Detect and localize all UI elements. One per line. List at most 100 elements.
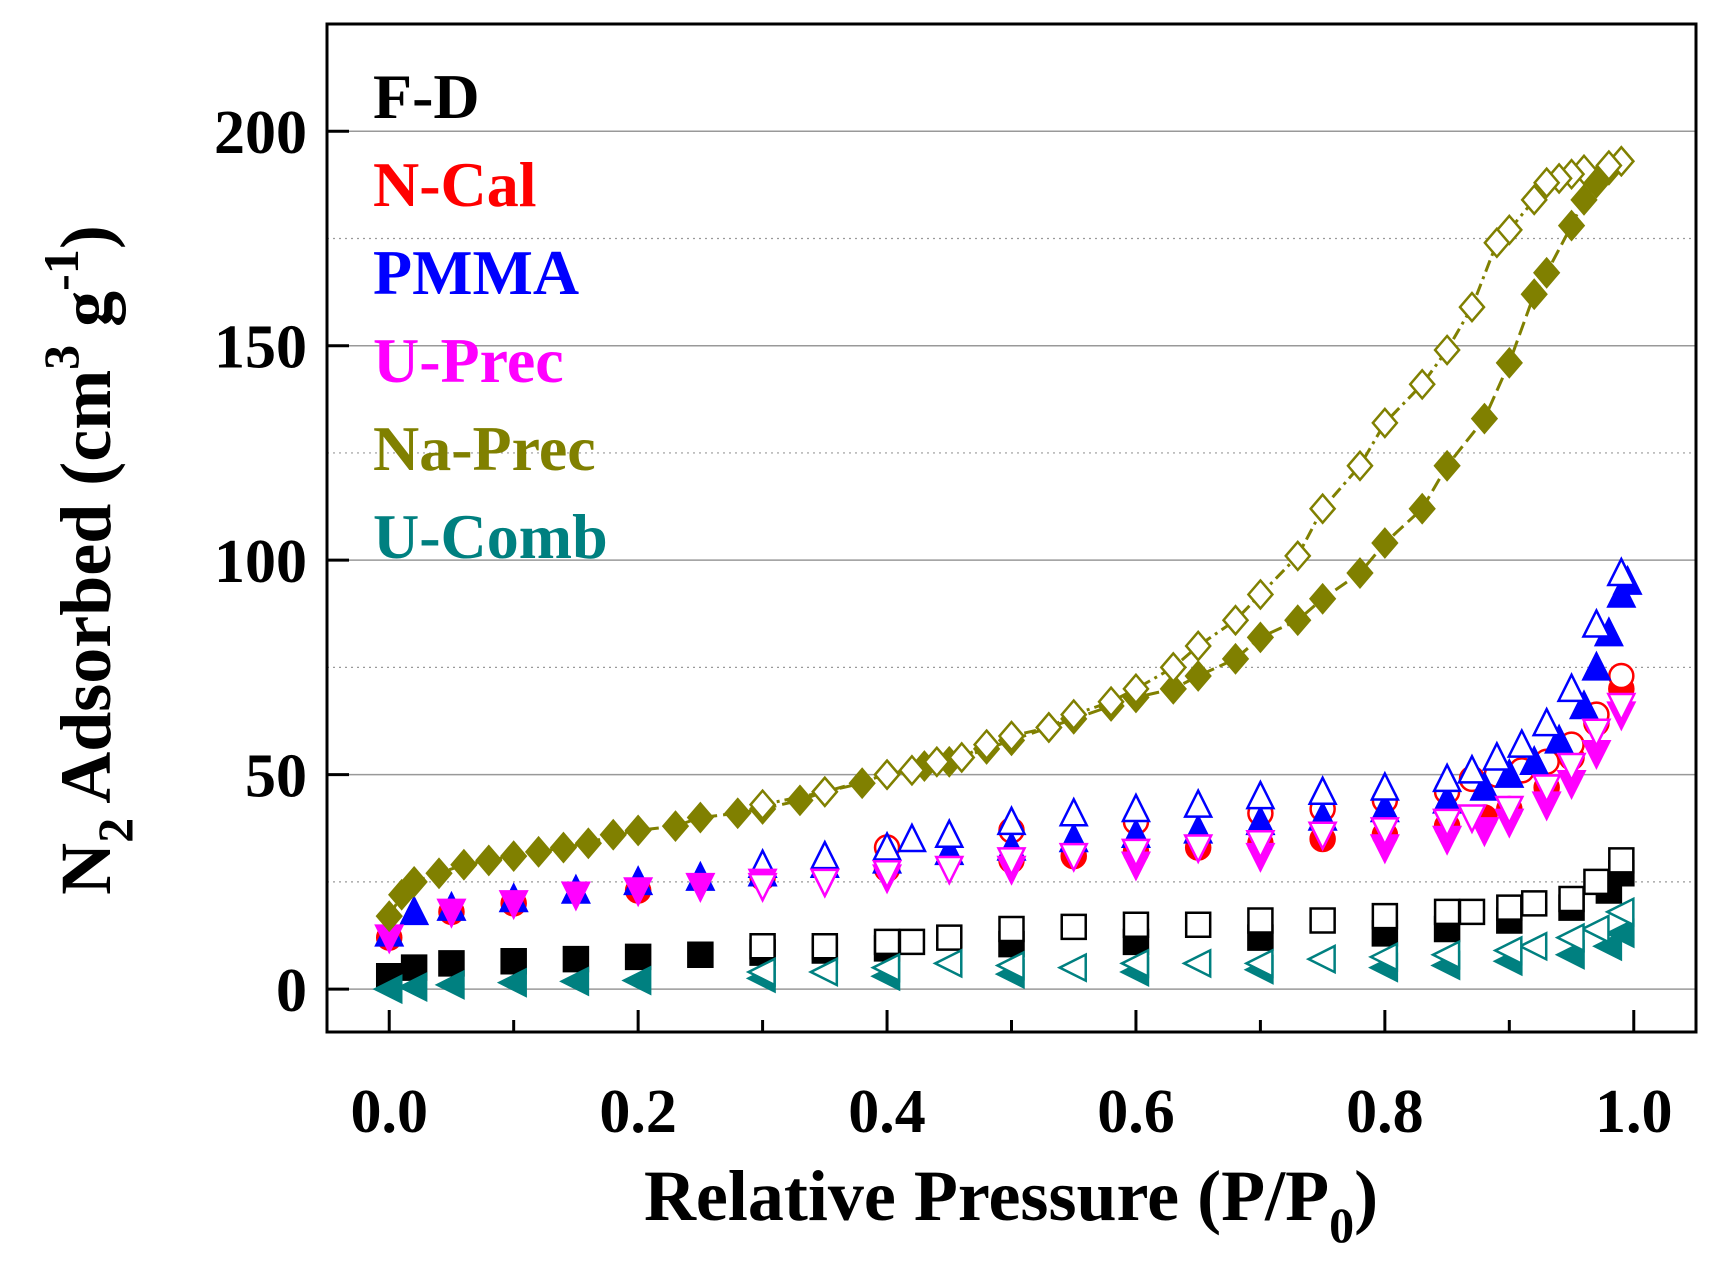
u-comb-desorption-point: [1430, 939, 1461, 970]
na-prec-desorption-point: [1483, 226, 1511, 259]
na-prec-adsorption-point: [450, 848, 478, 881]
u-prec-desorption-point: [747, 872, 778, 903]
u-comb-adsorption-point: [434, 969, 465, 1000]
pmma-desorption-point: [996, 805, 1027, 836]
u-comb-desorption-point: [1119, 948, 1150, 979]
na-prec-adsorption-point: [1284, 604, 1312, 637]
na-prec-adsorption-point: [1308, 582, 1337, 615]
na-prec-adsorption-point: [425, 857, 453, 890]
na-prec-desorption-point: [1371, 406, 1399, 439]
na-prec-desorption-point: [748, 788, 777, 821]
na-prec-desorption-point: [1284, 539, 1312, 572]
u-prec-desorption-point: [1432, 808, 1463, 839]
pmma-desorption-point: [1556, 672, 1587, 703]
pmma-desorption-point: [1245, 779, 1276, 810]
x-tick-label: 0.6: [1097, 1078, 1175, 1146]
u-prec-adsorption-point: [436, 898, 467, 929]
f-d-desorption-point: [1583, 868, 1610, 896]
na-prec-desorption-point: [923, 745, 951, 778]
pmma-desorption-point: [1481, 740, 1512, 771]
f-d-adsorption-point: [562, 945, 590, 973]
f-d-desorption-point: [811, 932, 839, 960]
f-d-desorption-point: [1122, 911, 1150, 939]
legend-entry-u-comb: U-Comb: [373, 501, 608, 572]
u-comb-desorption-point: [1554, 922, 1585, 953]
u-prec-desorption-point: [1183, 834, 1214, 865]
pmma-desorption-point: [1120, 792, 1151, 823]
na-prec-adsorption-point: [661, 810, 690, 843]
na-prec-desorption-point: [1346, 449, 1374, 482]
gridlines: [327, 130, 1696, 990]
na-prec-desorption-point: [948, 741, 976, 774]
f-d-desorption-point: [1309, 907, 1336, 934]
pmma-adsorption-point: [1469, 770, 1500, 801]
u-prec-adsorption-point: [560, 881, 591, 912]
na-prec-desorption-point: [1246, 578, 1275, 611]
na-prec-adsorption-point: [475, 844, 503, 877]
u-comb-adsorption-point: [559, 966, 590, 997]
na-prec-adsorption-point: [1533, 256, 1561, 289]
na-prec-adsorption-point: [375, 900, 403, 933]
x-tick-label: 1.0: [1595, 1078, 1673, 1146]
u-comb-desorption-point: [1579, 914, 1610, 945]
u-prec-desorption-point: [1581, 718, 1612, 749]
f-d-desorption-point: [1184, 911, 1212, 939]
f-d-desorption-point: [1458, 898, 1486, 926]
u-prec-adsorption-point: [1469, 817, 1500, 848]
legend-entry-na-prec: Na-Prec: [373, 413, 596, 484]
y-tick-label: 150: [214, 314, 307, 382]
u-comb-adsorption-point: [372, 974, 403, 1005]
u-prec-desorption-point: [1245, 830, 1276, 861]
pmma-desorption-point: [1432, 762, 1463, 793]
na-prec-desorption-point: [1097, 685, 1125, 718]
u-comb-adsorption-point: [621, 965, 652, 996]
f-d-desorption-point: [998, 915, 1025, 943]
f-d-desorption-point: [1371, 902, 1399, 930]
f-d-desorption-point: [1608, 847, 1635, 874]
f-d-desorption-point: [873, 928, 901, 956]
na-prec-desorption-point: [1533, 166, 1561, 199]
u-prec-desorption-point: [1556, 752, 1587, 783]
u-comb-desorption-point: [1243, 948, 1274, 979]
pmma-desorption-point: [1307, 775, 1338, 806]
u-prec-desorption-point: [1456, 804, 1488, 835]
na-prec-adsorption-point: [1557, 209, 1586, 242]
na-prec-desorption-point: [1060, 698, 1088, 731]
y-axis-label: N2 Adsorbed (cm3 g-1): [33, 225, 143, 895]
f-d-adsorption-point: [438, 950, 465, 977]
u-comb-desorption-point: [1492, 935, 1523, 966]
na-prec-desorption-point: [1408, 368, 1436, 401]
na-prec-adsorption-point: [1159, 672, 1187, 705]
legend-entry-n-cal: N-Cal: [373, 149, 537, 220]
na-prec-adsorption-point: [1346, 557, 1374, 589]
f-d-desorption-point: [749, 932, 776, 960]
u-prec-desorption-point: [1307, 821, 1338, 852]
na-prec-desorption-point: [1458, 291, 1486, 324]
f-d-adsorption-point: [687, 941, 714, 969]
na-prec-adsorption-point: [500, 840, 528, 873]
u-prec-desorption-point: [1606, 692, 1637, 723]
na-prec-adsorption-point: [624, 814, 652, 847]
u-prec-adsorption-point: [623, 877, 654, 908]
x-tick-label: 0.2: [599, 1078, 677, 1146]
u-comb-desorption-point: [1181, 948, 1212, 979]
axis-ticks: 0 50 100 150 200 0.0 0.2 0.4 0.6 0.8 1.0: [214, 99, 1673, 1146]
na-prec-adsorption-point: [1246, 621, 1275, 654]
na-prec-adsorption-point: [549, 831, 578, 864]
na-prec-adsorption-point: [1570, 183, 1598, 216]
na-prec-desorption-point: [898, 754, 926, 787]
na-prec-adsorption-point: [1470, 402, 1499, 435]
na-prec-desorption-point: [1308, 492, 1337, 525]
x-axis-label: Relative Pressure (P/P0): [644, 1156, 1378, 1253]
pmma-desorption-point: [934, 817, 965, 848]
u-comb-desorption-point: [1604, 896, 1635, 927]
pmma-desorption-point: [896, 822, 927, 853]
x-tick-label: 0.0: [350, 1078, 428, 1146]
f-d-desorption-point: [1520, 890, 1548, 917]
na-prec-desorption-point: [1520, 183, 1548, 216]
na-prec-desorption-point: [1221, 604, 1250, 637]
legend-entry-u-prec: U-Prec: [373, 325, 564, 396]
f-d-desorption-point: [936, 924, 963, 951]
na-prec-desorption-point: [811, 775, 839, 808]
